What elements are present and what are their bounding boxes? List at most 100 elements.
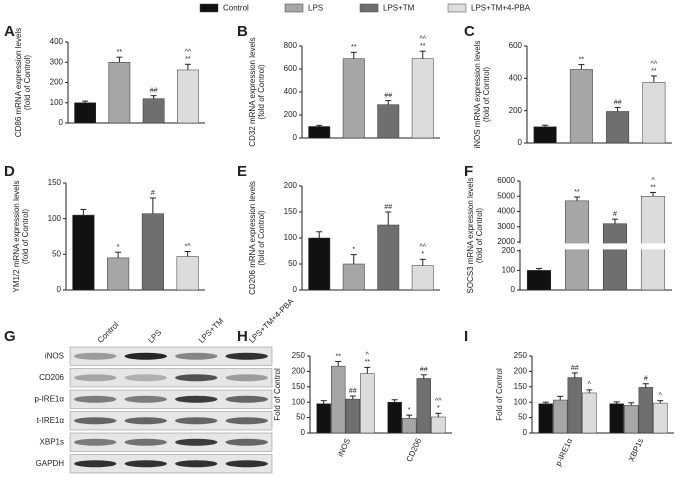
blot-band — [175, 417, 218, 425]
x-tick-label: CD206 — [405, 436, 424, 463]
blot-column-label: LPS+TM — [197, 316, 226, 345]
bar — [387, 401, 402, 434]
significance-label: ** — [336, 353, 342, 360]
legend-label: LPS+TM+4-PBA — [471, 4, 531, 13]
bar — [538, 403, 553, 434]
legend-swatch — [199, 3, 219, 13]
blot-column-label: Control — [96, 320, 121, 345]
bar — [606, 111, 630, 144]
y-tick-label: 200 — [514, 367, 528, 376]
bar — [74, 102, 96, 124]
blot-band — [124, 438, 167, 446]
blot-band — [74, 417, 117, 425]
y-tick-label: 0 — [523, 428, 528, 437]
bar — [640, 196, 666, 291]
blot-band — [175, 374, 218, 382]
significance-label: ** — [579, 56, 585, 63]
y-tick-label: 50 — [518, 413, 527, 422]
blot-band — [225, 374, 268, 382]
y-tick-label: 0 — [59, 118, 64, 127]
y-axis-label: (fold of Control) — [257, 210, 266, 265]
blot-band — [175, 395, 218, 403]
y-tick-label: 0 — [293, 285, 298, 294]
blot-band — [74, 352, 117, 360]
blot-strip — [69, 368, 273, 388]
y-tick-label: 4000 — [497, 207, 515, 216]
bar — [411, 58, 434, 139]
blot-band — [74, 374, 117, 382]
significance-label: ## — [349, 388, 357, 395]
panel-letter: D — [4, 163, 15, 180]
significance-label: * — [352, 246, 355, 253]
panel-letter: C — [464, 23, 475, 40]
y-tick-label: 250 — [292, 351, 306, 360]
bar — [411, 265, 434, 291]
bar — [638, 387, 653, 434]
bar — [553, 399, 568, 434]
y-tick-label: 50 — [52, 249, 61, 258]
y-tick-label: 2000 — [497, 237, 515, 246]
blot-row-label: iNOS — [45, 351, 64, 360]
x-tick-label: iNOS — [336, 437, 352, 458]
bar — [582, 392, 597, 434]
blot-row-label: t-IRE1α — [37, 416, 65, 425]
y-axis-label: (fold of Control) — [23, 55, 32, 110]
significance-label: ** — [574, 189, 580, 196]
bar — [342, 263, 365, 291]
blot-row-label: p-IRE1α — [34, 394, 64, 403]
blot-band — [74, 460, 117, 468]
y-tick-label: 600 — [509, 41, 523, 50]
significance-label: ^ — [659, 393, 663, 400]
panel-letter: F — [464, 163, 473, 180]
y-tick-label: 150 — [514, 382, 528, 391]
bar — [602, 223, 628, 291]
y-tick-label: 50 — [296, 413, 305, 422]
y-axis-label: YM1/2 mRNA expression levels — [12, 180, 21, 292]
y-axis-label: Fold of Control — [495, 368, 504, 421]
significance-label: ^^ — [419, 36, 426, 43]
bar — [567, 377, 582, 434]
y-axis-label: (fold of Control) — [475, 208, 484, 263]
y-tick-label: 150 — [48, 178, 62, 187]
y-axis-label: Fold of Control — [273, 368, 282, 421]
significance-label: ## — [614, 99, 622, 106]
significance-label: ## — [571, 365, 579, 372]
x-tick-label: XBP1s — [627, 437, 645, 463]
axis-break — [516, 243, 672, 250]
bar — [308, 126, 331, 139]
blot-band — [124, 460, 167, 468]
y-tick-label: 0 — [293, 133, 298, 142]
significance-label: ** — [420, 43, 426, 50]
blot-band — [124, 352, 167, 360]
y-tick-label: 100 — [50, 98, 64, 107]
bar — [624, 405, 639, 434]
significance-label: * — [437, 405, 440, 412]
significance-label: * — [421, 251, 424, 258]
blot-row-label: XBP1s — [40, 437, 64, 446]
y-tick-label: 0 — [57, 285, 62, 294]
panel-letter: E — [237, 163, 247, 180]
blot-band — [124, 395, 167, 403]
bar — [609, 403, 624, 434]
bar — [316, 403, 331, 434]
blot-strip — [69, 432, 273, 452]
blot-strip — [69, 411, 273, 431]
panel-letter: H — [237, 328, 248, 345]
significance-label: ## — [150, 88, 158, 95]
y-tick-label: 200 — [292, 367, 306, 376]
bar — [526, 270, 552, 291]
blot-strip — [69, 346, 273, 366]
blot-strip — [69, 454, 273, 474]
significance-label: ^ — [651, 177, 655, 184]
bar — [416, 378, 431, 434]
y-tick-label: 3000 — [497, 222, 515, 231]
bar — [569, 69, 593, 144]
legend-label: LPS — [308, 4, 323, 13]
significance-label: ^^ — [651, 61, 658, 68]
y-axis-label: CD86 mRNA expression levels — [14, 28, 23, 137]
blot-band — [124, 417, 167, 425]
significance-label: ^^ — [185, 49, 192, 56]
significance-label: * — [117, 244, 120, 251]
x-tick-label: p-IRE1α — [554, 437, 575, 468]
blot-band — [74, 438, 117, 446]
